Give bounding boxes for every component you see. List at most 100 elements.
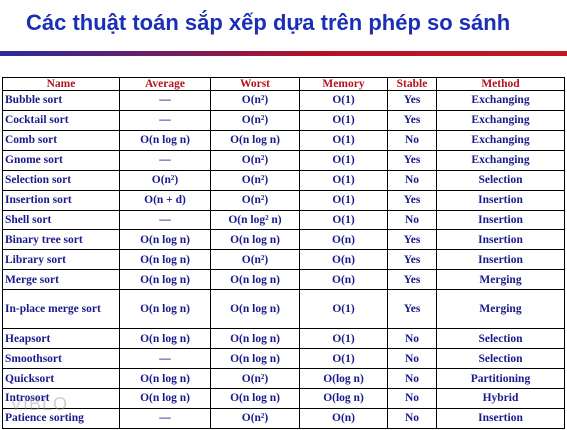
cell-worst: O(n²): [210, 407, 300, 430]
table-row: Comb sort O(n log n) O(n log n) O(1) No Excha…: [2, 129, 565, 151]
cell-average: O(n log n): [119, 387, 211, 409]
cell-memory: O(1): [299, 209, 388, 231]
table-row: Smoothsort — O(n log n) O(1) No Selection: [2, 348, 565, 370]
cell-average: O(n log n): [119, 269, 211, 291]
cell-stable: Yes: [387, 269, 437, 291]
cell-worst: O(n log² n): [210, 209, 300, 231]
cell-memory: O(1): [299, 328, 388, 350]
table-row: Shell sort — O(n log² n) O(1) No Insertion: [2, 209, 565, 231]
col-header-name: Name: [2, 77, 120, 91]
table-row: Selection sort O(n²) O(n²) O(1) No Selection: [2, 169, 565, 191]
cell-average: O(n log n): [119, 249, 211, 271]
title-divider: [0, 51, 567, 56]
table-row: Cocktail sort — O(n²) O(1) Yes Exchanging: [2, 109, 565, 131]
cell-name: In-place merge sort: [2, 289, 120, 330]
cell-worst: O(n²): [210, 189, 300, 211]
cell-memory: O(1): [299, 169, 388, 191]
cell-stable: Yes: [387, 189, 437, 211]
table-row: Patience sorting — O(n²) O(n) No Insertion: [2, 407, 565, 430]
cell-memory: O(n): [299, 269, 388, 291]
cell-average: O(n log n): [119, 129, 211, 151]
col-header-average: Average: [119, 77, 211, 91]
cell-average: —: [119, 149, 211, 171]
cell-memory: O(1): [299, 289, 388, 330]
cell-method: Exchanging: [436, 90, 565, 111]
cell-stable: No: [387, 387, 437, 409]
cell-memory: O(1): [299, 129, 388, 151]
table-row: Merge sort O(n log n) O(n log n) O(n) Yes Mer…: [2, 269, 565, 291]
cell-average: O(n log n): [119, 328, 211, 350]
table-row: In-place merge sort O(n log n) O(n log n) O…: [2, 289, 565, 330]
table-header: Name Average Worst Memory Stable Method: [2, 77, 565, 91]
cell-worst: O(n²): [210, 169, 300, 191]
cell-name: Smoothsort: [2, 348, 120, 370]
cell-name: Bubble sort: [2, 90, 120, 111]
cell-stable: No: [387, 129, 437, 151]
cell-name: Comb sort: [2, 129, 120, 151]
cell-memory: O(log n): [299, 387, 388, 409]
cell-stable: Yes: [387, 109, 437, 131]
cell-stable: No: [387, 368, 437, 389]
table-row: Heapsort O(n log n) O(n log n) O(1) No Select…: [2, 328, 565, 350]
cell-stable: No: [387, 328, 437, 350]
watermark-logo: VIBLO: [10, 394, 69, 414]
cell-stable: Yes: [387, 149, 437, 171]
cell-stable: No: [387, 348, 437, 370]
cell-worst: O(n²): [210, 368, 300, 389]
cell-name: Cocktail sort: [2, 109, 120, 131]
cell-worst: O(n log n): [210, 328, 300, 350]
cell-stable: No: [387, 407, 437, 430]
cell-worst: O(n log n): [210, 289, 300, 330]
table-body: Bubble sort — O(n²) O(1) Yes Exchanging Cockta…: [2, 90, 565, 430]
cell-memory: O(1): [299, 90, 388, 111]
page-title: Các thuật toán sắp xếp dựa trên phép so …: [26, 10, 511, 35]
cell-memory: O(1): [299, 109, 388, 131]
cell-average: O(n log n): [119, 289, 211, 330]
cell-stable: No: [387, 209, 437, 231]
cell-average: —: [119, 90, 211, 111]
table-row: Gnome sort — O(n²) O(1) Yes Exchanging: [2, 149, 565, 171]
cell-name: Gnome sort: [2, 149, 120, 171]
cell-method: Merging: [436, 269, 565, 291]
cell-stable: Yes: [387, 90, 437, 111]
cell-memory: O(n): [299, 249, 388, 271]
cell-average: —: [119, 348, 211, 370]
cell-worst: O(n log n): [210, 387, 300, 409]
table-row: Quicksort O(n log n) O(n²) O(log n) No Partit…: [2, 368, 565, 389]
cell-stable: Yes: [387, 229, 437, 251]
cell-worst: O(n log n): [210, 348, 300, 370]
table-row: Introsort O(n log n) O(n log n) O(log n) No H…: [2, 387, 565, 409]
cell-stable: Yes: [387, 249, 437, 271]
cell-method: Partitioning: [436, 368, 565, 389]
cell-memory: O(n): [299, 407, 388, 430]
cell-name: Quicksort: [2, 368, 120, 389]
cell-average: —: [119, 209, 211, 231]
cell-memory: O(1): [299, 189, 388, 211]
cell-method: Insertion: [436, 249, 565, 271]
cell-average: —: [119, 407, 211, 430]
col-header-memory: Memory: [299, 77, 388, 91]
col-header-stable: Stable: [387, 77, 437, 91]
header-row: Name Average Worst Memory Stable Method: [2, 77, 565, 91]
cell-name: Merge sort: [2, 269, 120, 291]
col-header-method: Method: [436, 77, 565, 91]
table-row: Insertion sort O(n + d) O(n²) O(1) Yes Insert…: [2, 189, 565, 211]
cell-name: Selection sort: [2, 169, 120, 191]
cell-worst: O(n log n): [210, 229, 300, 251]
table-row: Library sort O(n log n) O(n²) O(n) Yes Insert…: [2, 249, 565, 271]
cell-worst: O(n²): [210, 109, 300, 131]
cell-average: O(n log n): [119, 229, 211, 251]
cell-memory: O(n): [299, 229, 388, 251]
cell-average: O(n²): [119, 169, 211, 191]
cell-worst: O(n log n): [210, 129, 300, 151]
cell-method: Insertion: [436, 189, 565, 211]
cell-memory: O(log n): [299, 368, 388, 389]
cell-method: Exchanging: [436, 109, 565, 131]
cell-worst: O(n log n): [210, 269, 300, 291]
cell-stable: Yes: [387, 289, 437, 330]
cell-name: Shell sort: [2, 209, 120, 231]
cell-method: Exchanging: [436, 129, 565, 151]
cell-memory: O(1): [299, 149, 388, 171]
cell-name: Insertion sort: [2, 189, 120, 211]
cell-average: O(n log n): [119, 368, 211, 389]
